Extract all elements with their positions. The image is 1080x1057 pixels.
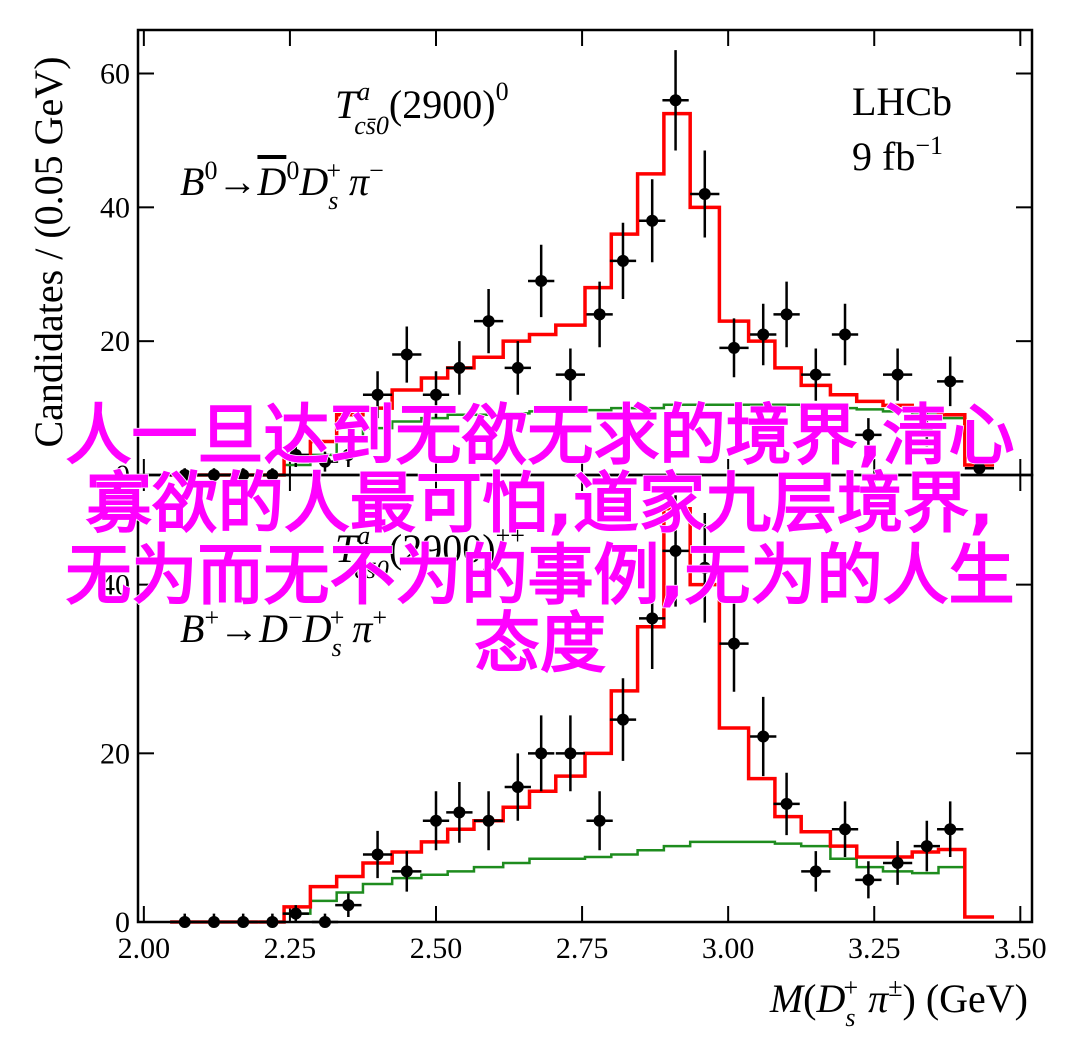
y-tick-label: 40 [100,191,130,224]
y-tick-label: 20 [100,325,130,358]
x-tick-label: 3.25 [848,932,901,965]
data-point [593,308,606,321]
data-point [289,907,302,920]
x-tick-label: 2.25 [264,932,317,965]
data-point [430,814,442,827]
data-point [371,848,384,861]
data-point [809,865,822,878]
data-point [616,713,629,726]
data-point [862,873,875,886]
x-axis-label: M(Ds+ π±) (GeV) [769,973,1028,1032]
data-point [593,814,606,827]
fit-histogram [170,506,995,924]
data-point [535,274,548,287]
y-axis-label: Candidates / (0.05 GeV) [26,56,71,447]
data-point [453,806,466,819]
overlay-line: 寡欲的人最可怕,道家九层境界, [85,465,994,542]
data-point [511,781,524,794]
data-point [920,422,933,435]
data-point [839,328,852,341]
annotation: B+→D−Ds+ π+ [180,603,387,662]
data-point [646,612,659,625]
data-point [780,308,793,321]
data-point [891,856,904,869]
annotation: Ta cs̄0(2900)++ [335,521,525,584]
x-tick-label: 2.75 [556,932,609,965]
data-point [698,187,711,200]
data-point [342,899,355,912]
overlay-line: 态度 [474,605,606,682]
x-tick-label: 3.00 [702,932,755,965]
data-point [669,544,682,557]
y-tick-label: 40 [100,569,130,602]
experiment-label: LHCb [852,79,952,124]
data-point [973,462,986,475]
y-tick-label: 0 [115,906,130,939]
data-point [757,730,770,743]
plots: 0 20 40 60 0 20 40 2.00 2.25 2.50 2.75 3.00 3.25 3.50 [100,28,1047,965]
data-point [698,561,711,574]
data-point [400,865,413,878]
x-tick-label: 2.50 [410,932,463,965]
data-point [728,637,740,650]
data-point [535,747,548,760]
data-point [646,214,659,227]
y-tick-label: 20 [100,737,130,770]
data-point [400,348,413,361]
x-tick-label: 3.50 [994,932,1047,965]
data-point [564,747,577,760]
data-point [944,823,957,836]
y-tick-label: 60 [100,57,130,90]
annotation: Ta cs̄0(2900)0 [335,77,509,140]
data-point [511,361,524,374]
data-point [920,840,933,853]
fit-histogram [170,111,995,477]
x-tick-label: 2.00 [118,932,171,965]
data-point [862,428,875,441]
axes-frame [136,473,1034,924]
overlay-line: 无为而无不为的事例,无为的人生 [65,537,1014,614]
data-point [944,375,957,388]
data-point [289,448,302,461]
data-point [839,823,852,836]
data-point [482,814,495,827]
luminosity-label: 9 fb−1 [852,131,943,179]
data-point [780,797,793,810]
data-point [757,328,770,341]
background-histogram [170,840,995,924]
data-point [430,388,442,401]
background-histogram [170,403,995,477]
data-point [482,315,495,328]
data-point [669,94,682,107]
y-tick-label: 0 [115,459,130,492]
data-point [342,448,355,461]
data-point [809,368,822,381]
data-point [453,361,466,374]
data-point [318,455,331,468]
data-point [728,341,740,354]
data-point [371,388,384,401]
annotation: B0→D0Ds+ π− [180,156,384,215]
data-point [616,254,629,267]
overlay-text: 人一旦达到无欲无求的境界,清心 寡欲的人最可怕,道家九层境界, 无为而无不为的事… [65,396,1016,683]
data-point [564,368,577,381]
data-point [891,368,904,381]
overlay-line: 人一旦达到无欲无求的境界,清心 [65,397,1014,474]
